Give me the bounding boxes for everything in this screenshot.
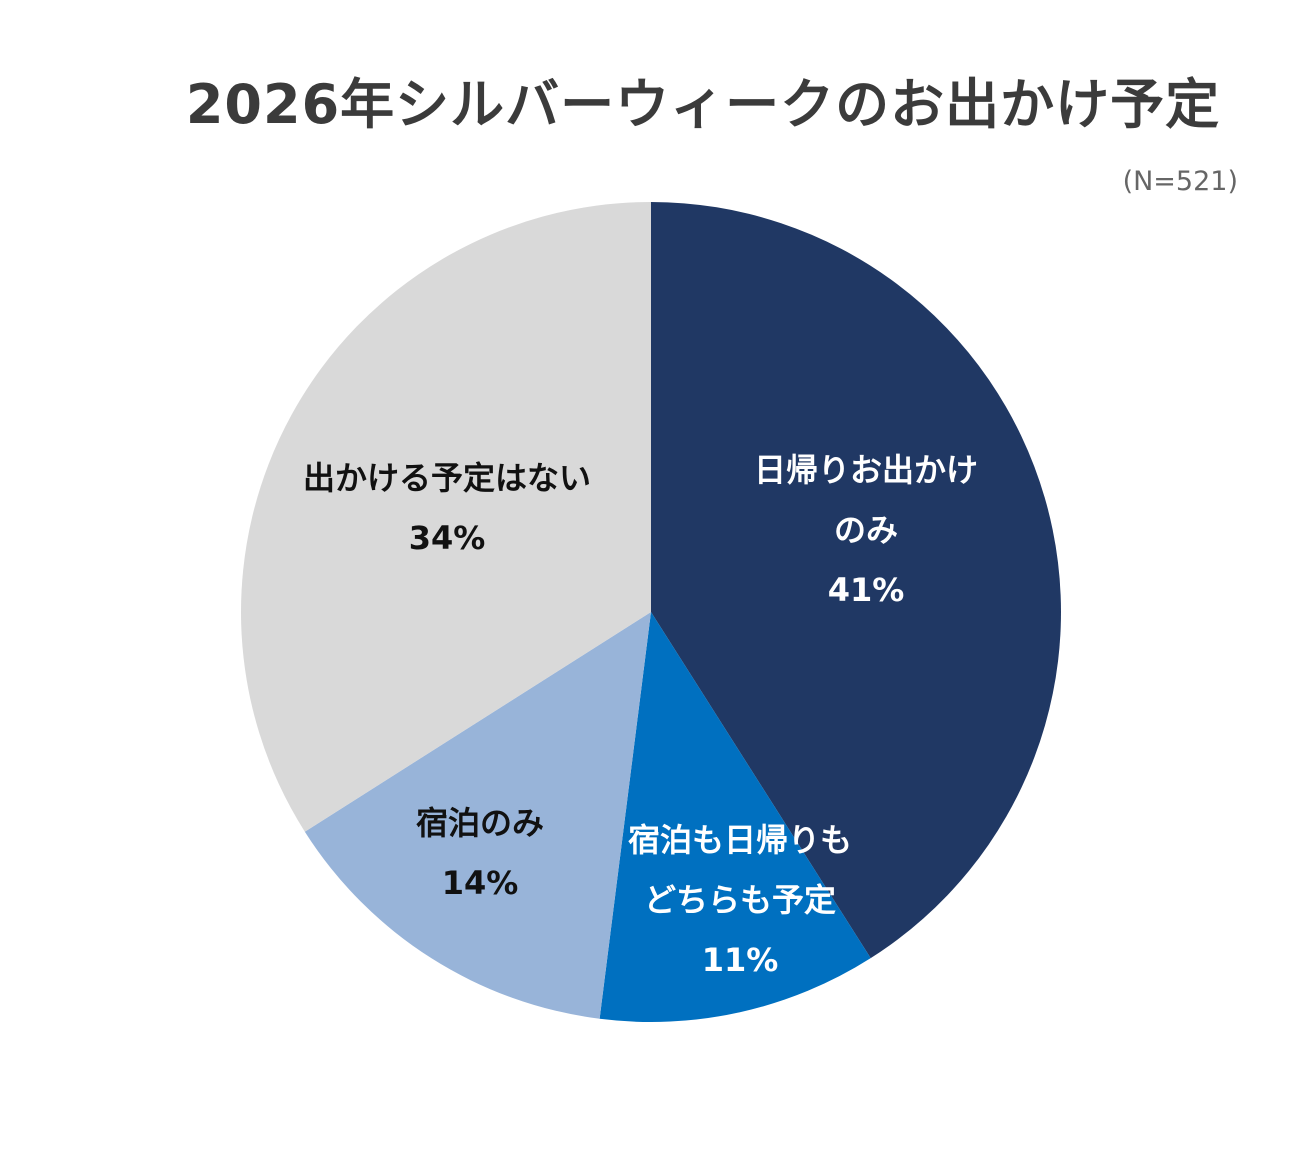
pie-slice-1 xyxy=(651,202,1061,959)
slice-2-value-label: 11% xyxy=(702,941,779,979)
sample-size-note: (N=521) xyxy=(1122,166,1238,197)
slice-3-value-label: 14% xyxy=(442,864,519,902)
slice-2-category-label: 宿泊も日帰りも xyxy=(628,821,852,859)
chart-title: 2026年シルバーウィークのお出かけ予定 xyxy=(185,73,1221,136)
slice-1-category-label: のみ xyxy=(834,511,898,549)
slice-1-value-label: 41% xyxy=(828,571,905,609)
slice-4-category-label: 出かける予定はない xyxy=(303,459,591,497)
pie-slice-3 xyxy=(304,612,651,1019)
pie-slice-4 xyxy=(241,202,651,832)
pie-slice-2 xyxy=(599,612,871,1023)
slice-1-category-label: 日帰りお出かけ xyxy=(754,451,978,489)
slice-3-category-label: 宿泊のみ xyxy=(416,804,544,842)
slice-4-value-label: 34% xyxy=(409,519,486,557)
slice-2-category-label: どちらも予定 xyxy=(644,881,836,919)
